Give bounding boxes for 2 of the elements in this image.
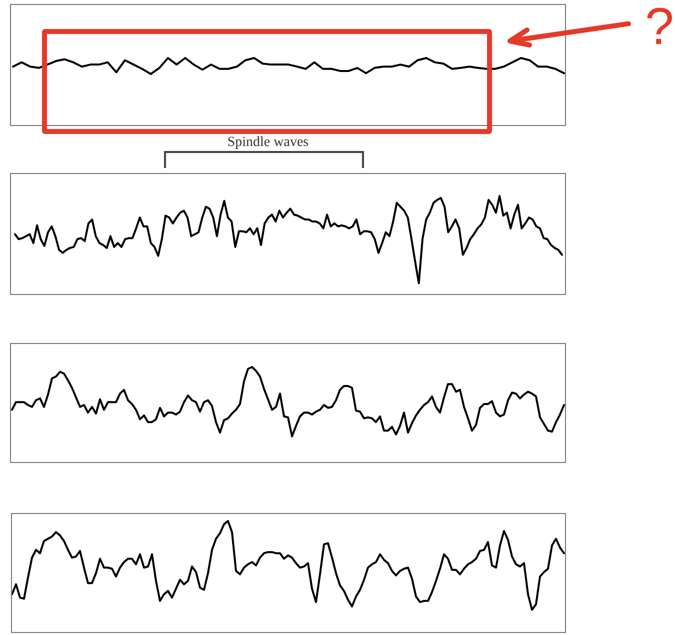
text: Spindle waves <box>227 135 309 150</box>
text: ? <box>645 0 674 56</box>
